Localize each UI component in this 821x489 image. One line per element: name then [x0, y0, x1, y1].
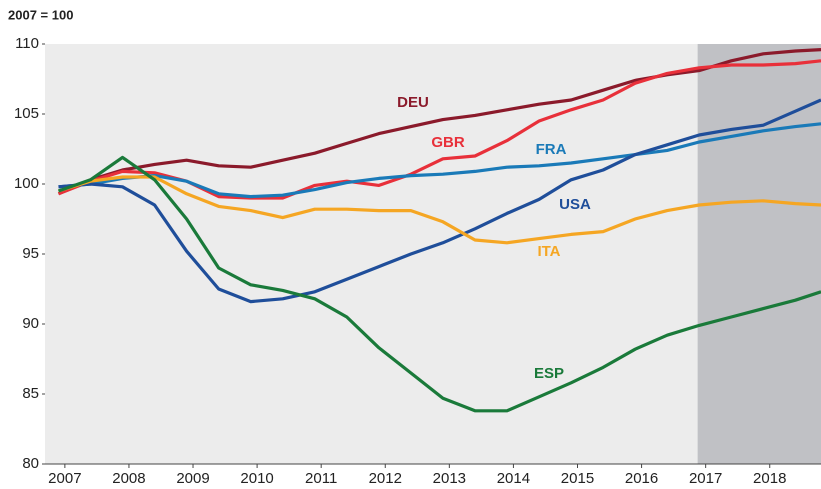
- y-tick-label: 105: [14, 105, 39, 122]
- x-tick-label: 2009: [176, 470, 209, 487]
- x-tick-label: 2016: [625, 470, 658, 487]
- x-tick-label: 2018: [753, 470, 786, 487]
- y-tick-label: 110: [15, 35, 39, 52]
- series-label: DEU: [397, 94, 429, 111]
- series-label: ESP: [534, 365, 564, 382]
- x-tick-label: 2015: [561, 470, 594, 487]
- x-tick-label: 2014: [497, 470, 530, 487]
- series-line: [58, 122, 821, 199]
- y-tick-label: 95: [22, 245, 39, 262]
- series-line: [58, 175, 821, 245]
- series-line: [57, 48, 821, 196]
- x-tick-label: 2007: [48, 470, 81, 487]
- x-tick-label: 2012: [369, 470, 402, 487]
- series-label: ITA: [537, 243, 560, 260]
- series-line: [58, 98, 821, 304]
- series-label: USA: [559, 196, 591, 213]
- series-label: FRA: [536, 141, 567, 158]
- y-tick-label: 85: [22, 385, 39, 402]
- x-tick-label: 2017: [689, 470, 722, 487]
- x-tick-label: 2013: [433, 470, 466, 487]
- x-tick-label: 2011: [305, 470, 337, 487]
- y-tick-label: 80: [22, 455, 39, 472]
- y-tick-label: 100: [14, 175, 39, 192]
- series-label: GBR: [431, 134, 465, 151]
- forecast-shade: [697, 44, 821, 464]
- subtitle: 2007 = 100: [8, 7, 73, 22]
- y-tick-label: 90: [22, 315, 39, 332]
- plot-background: [45, 44, 821, 464]
- x-tick-label: 2008: [112, 470, 145, 487]
- series-line: [57, 155, 821, 413]
- x-tick-label: 2010: [240, 470, 273, 487]
